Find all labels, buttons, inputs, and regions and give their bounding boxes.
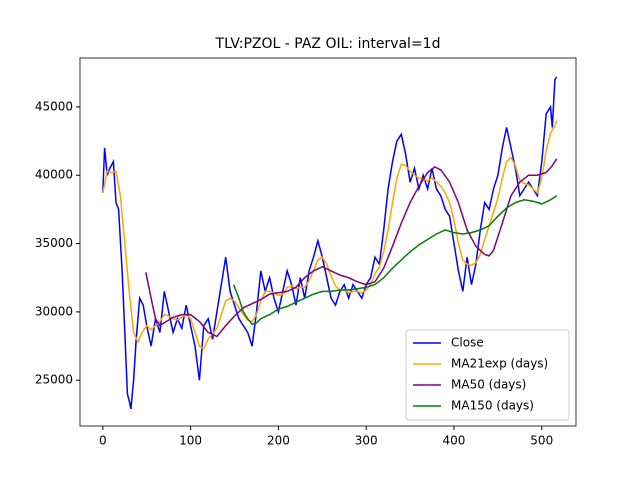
- plot-frame: [79, 57, 577, 427]
- legend-label: Close: [451, 336, 484, 350]
- y-tick-label: 25000: [35, 373, 73, 387]
- y-tick-label: 40000: [35, 168, 73, 182]
- line-series: [102, 76, 558, 410]
- x-tick-label: 300: [355, 434, 378, 448]
- line-series: [232, 195, 558, 326]
- line-series: [145, 158, 558, 338]
- x-tick-label: 0: [99, 434, 107, 448]
- x-tick-label: 100: [179, 434, 202, 448]
- legend-label: MA150 (days): [451, 399, 534, 413]
- x-tick-label: 200: [267, 434, 290, 448]
- line-series: [102, 120, 558, 350]
- legend-box: [405, 329, 570, 421]
- x-tick-label: 400: [443, 434, 466, 448]
- legend-label: MA50 (days): [451, 378, 526, 392]
- y-tick-label: 45000: [35, 99, 73, 113]
- y-tick-label: 35000: [35, 236, 73, 250]
- chart-title: TLV:PZOL - PAZ OIL: interval=1d: [215, 36, 441, 52]
- legend-label: MA21exp (days): [451, 357, 548, 371]
- x-tick-label: 500: [530, 434, 553, 448]
- y-tick-label: 30000: [35, 304, 73, 318]
